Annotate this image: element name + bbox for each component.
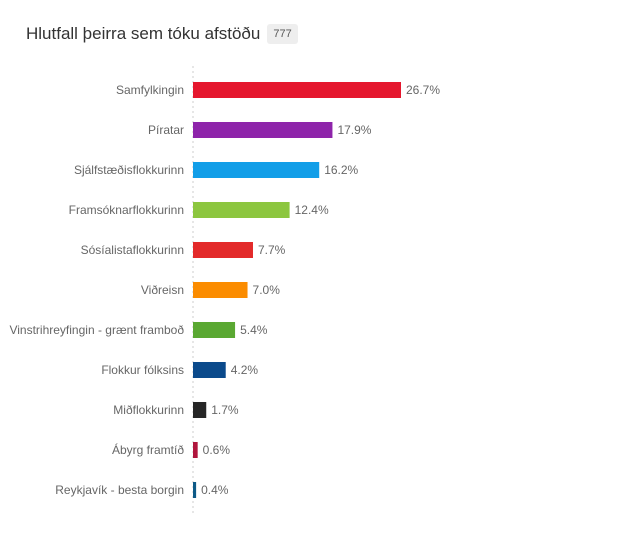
category-label: Vinstrihreyfingin - grænt framboð	[9, 323, 184, 337]
category-label: Flokkur fólksins	[101, 363, 184, 377]
value-label: 4.2%	[231, 363, 259, 377]
value-label: 12.4%	[295, 203, 329, 217]
respondent-count-badge: 777	[267, 24, 298, 44]
value-label: 17.9%	[337, 123, 371, 137]
bar[interactable]	[193, 402, 207, 418]
category-label: Framsóknarflokkurinn	[69, 203, 184, 217]
category-label: Píratar	[148, 123, 184, 137]
chart-title: Hlutfall þeirra sem tóku afstöðu	[26, 24, 261, 43]
bar[interactable]	[193, 242, 253, 258]
category-label: Sósíalistaflokkurinn	[81, 243, 184, 257]
bar[interactable]	[193, 202, 290, 218]
bar[interactable]	[193, 282, 248, 298]
bar[interactable]	[193, 82, 401, 98]
category-label: Miðflokkurinn	[113, 403, 184, 417]
bar[interactable]	[193, 122, 333, 138]
category-label: Reykjavík - besta borgin	[55, 483, 184, 497]
value-label: 16.2%	[324, 163, 358, 177]
value-label: 1.7%	[211, 403, 239, 417]
value-label: 7.0%	[253, 283, 281, 297]
bar[interactable]	[193, 442, 198, 458]
bar[interactable]	[193, 362, 226, 378]
category-label: Samfylkingin	[116, 83, 184, 97]
bar[interactable]	[193, 322, 236, 338]
value-label: 5.4%	[240, 323, 268, 337]
bar[interactable]	[193, 482, 197, 498]
chart-header: Hlutfall þeirra sem tóku afstöðu 777	[26, 22, 298, 46]
value-label: 0.6%	[203, 443, 231, 457]
category-label: Sjálfstæðisflokkurinn	[74, 163, 184, 177]
category-label: Viðreisn	[141, 283, 184, 297]
category-label: Ábyrg framtíð	[112, 442, 184, 457]
value-label: 26.7%	[406, 83, 440, 97]
value-label: 7.7%	[258, 243, 286, 257]
bar[interactable]	[193, 162, 320, 178]
value-label: 0.4%	[201, 483, 229, 497]
